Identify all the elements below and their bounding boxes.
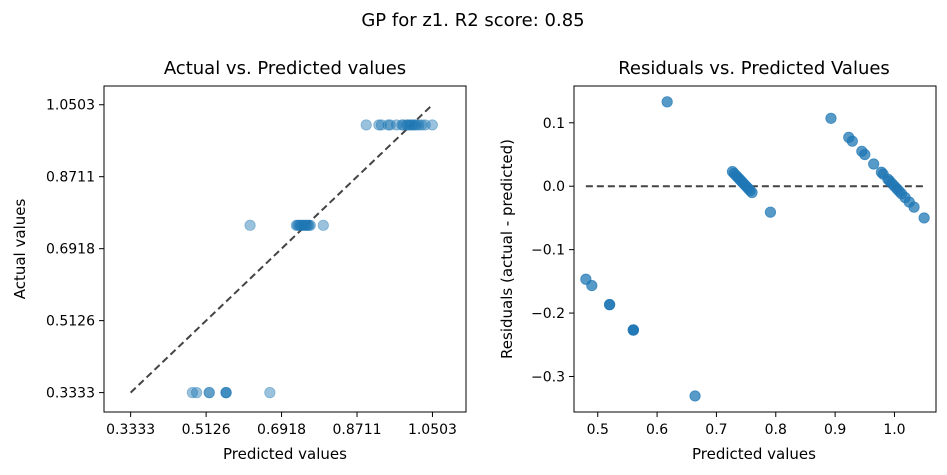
left-data-point — [303, 219, 315, 231]
left-plot-frame — [103, 85, 467, 413]
right-data-point — [689, 390, 701, 402]
left-data-point — [244, 219, 256, 231]
right-x-tick-label: 1.0 — [883, 422, 905, 438]
left-data-point — [295, 219, 308, 231]
left-data-point — [300, 219, 313, 231]
left-data-point — [405, 119, 417, 131]
right-data-point — [846, 135, 858, 147]
left-data-point — [382, 119, 394, 131]
left-y-tick-label: 1.0503 — [46, 98, 95, 114]
left-data-point — [298, 219, 310, 231]
right-y-tick-label: 0.1 — [543, 116, 565, 132]
left-data-point — [292, 219, 304, 231]
left-y-tick-label: 0.3333 — [46, 386, 95, 402]
left-data-point — [409, 119, 421, 131]
right-data-point — [764, 206, 777, 218]
left-data-point — [375, 119, 387, 131]
left-y-tick-label: 0.5126 — [46, 314, 95, 330]
right-scatter-points — [580, 96, 930, 402]
right-y-tick-label: −0.1 — [531, 243, 565, 259]
right-data-point — [604, 299, 616, 311]
actual-vs-predicted-title: Actual vs. Predicted values — [164, 58, 406, 79]
left-data-point — [186, 387, 198, 399]
right-x-tick-label: 0.8 — [765, 422, 787, 438]
right-data-point — [627, 324, 639, 336]
right-y-tick-label: −0.2 — [531, 306, 565, 322]
left-data-point — [410, 119, 422, 131]
residuals-panel: Residuals vs. Predicted Values Predicted… — [498, 58, 937, 463]
left-data-point — [290, 219, 302, 231]
left-data-point — [203, 387, 215, 399]
left-data-point — [297, 219, 309, 231]
left-data-point — [203, 387, 215, 399]
left-data-point — [220, 387, 232, 399]
left-data-point — [419, 119, 431, 131]
right-x-tick-label: 0.5 — [587, 422, 609, 438]
left-scatter-points — [186, 119, 438, 399]
left-data-point — [264, 387, 276, 399]
left-x-tick-label: 0.8711 — [333, 422, 382, 438]
left-data-point — [401, 119, 413, 131]
right-axis-ticks: 0.5 0.6 0.7 0.8 0.9 1.0 0.1 0.0 −0.1 −0.2 −0.3 — [531, 116, 906, 438]
left-axis-ticks: 0.3333 0.5126 0.6918 0.8711 1.0503 0.3333 0.51… — [46, 98, 457, 438]
residuals-title: Residuals vs. Predicted Values — [618, 58, 890, 79]
left-data-point — [426, 119, 438, 131]
left-y-tick-label: 0.8711 — [46, 170, 95, 186]
left-data-point — [397, 119, 409, 131]
right-x-axis-label: Predicted values — [692, 445, 816, 463]
right-data-point — [661, 96, 673, 108]
left-data-point — [396, 119, 408, 131]
left-data-point — [384, 119, 396, 131]
left-data-point — [360, 119, 372, 131]
left-data-point — [317, 219, 329, 231]
left-reference-line — [129, 104, 434, 394]
left-y-tick-label: 0.6918 — [46, 242, 95, 258]
right-data-point — [918, 212, 930, 224]
right-data-point — [825, 112, 837, 124]
right-x-tick-label: 0.7 — [705, 422, 727, 438]
left-data-point — [293, 219, 305, 231]
left-data-point — [373, 119, 385, 131]
left-data-point — [390, 119, 403, 131]
left-x-tick-label: 0.5126 — [182, 422, 231, 438]
left-x-tick-label: 0.6918 — [257, 422, 306, 438]
right-y-tick-label: −0.3 — [531, 369, 565, 385]
left-data-point — [299, 219, 311, 231]
left-data-point — [220, 387, 232, 399]
left-data-point — [220, 387, 232, 399]
actual-vs-predicted-panel: Actual vs. Predicted values Predicted va… — [11, 58, 467, 463]
left-y-axis-label: Actual values — [11, 199, 29, 300]
left-data-point — [304, 219, 316, 231]
right-x-tick-label: 0.9 — [824, 422, 846, 438]
right-x-tick-label: 0.6 — [646, 422, 668, 438]
right-plot-frame — [573, 85, 937, 413]
left-data-point — [403, 119, 416, 131]
left-data-point — [407, 119, 419, 131]
right-data-point — [859, 148, 871, 161]
left-data-point — [413, 119, 425, 131]
left-data-point — [191, 387, 203, 399]
left-reference-line-group — [129, 104, 434, 394]
right-y-axis-label: Residuals (actual - predicted) — [498, 139, 516, 359]
left-data-point — [402, 119, 414, 131]
left-data-point — [294, 219, 306, 231]
right-data-point — [586, 279, 598, 292]
left-data-point — [302, 219, 314, 231]
right-data-point — [868, 158, 880, 170]
left-x-axis-label: Predicted values — [223, 445, 347, 463]
left-x-tick-label: 1.0503 — [408, 422, 457, 438]
left-x-tick-label: 0.3333 — [106, 422, 155, 438]
right-y-tick-label: 0.0 — [543, 179, 565, 195]
right-data-point — [908, 201, 920, 213]
left-data-point — [416, 119, 428, 131]
right-data-point — [746, 186, 758, 199]
figure-suptitle: GP for z1. R2 score: 0.85 — [361, 10, 584, 31]
